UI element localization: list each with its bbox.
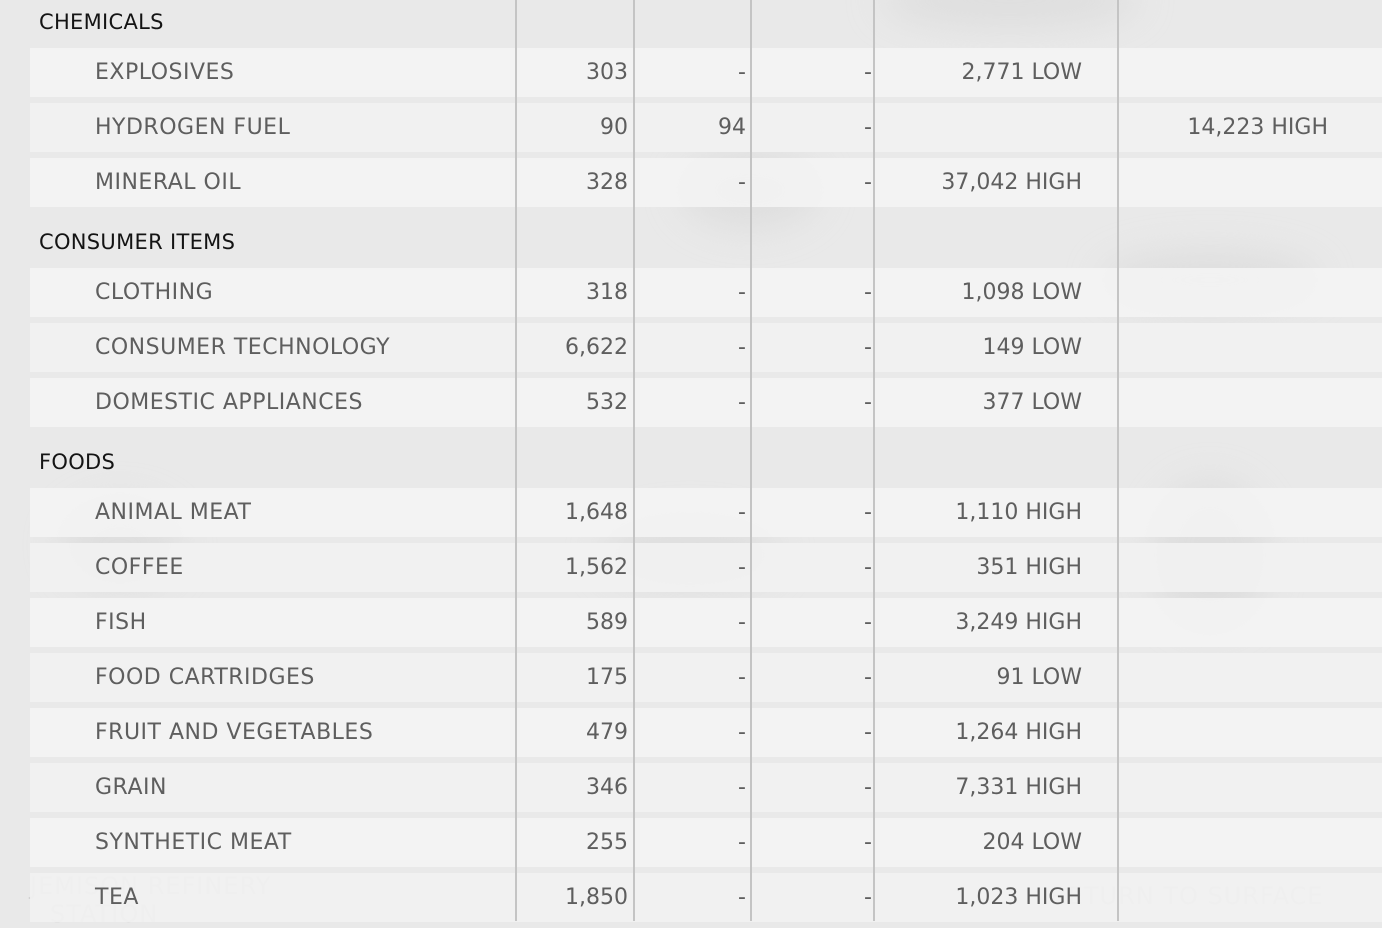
column-divider xyxy=(873,0,875,921)
sell-price: 255 xyxy=(586,830,628,855)
commodity-name: FOOD CARTRIDGES xyxy=(95,665,315,690)
commodity-row[interactable]: MINERAL OIL 328 - - 37,042 HIGH xyxy=(30,158,1382,207)
demand-value: 1,098 LOW xyxy=(961,280,1082,305)
sell-price: 532 xyxy=(586,390,628,415)
demand-value: 377 LOW xyxy=(982,390,1082,415)
sell-price: 328 xyxy=(586,170,628,195)
commodity-name: TEA xyxy=(95,885,139,910)
sell-price: 589 xyxy=(586,610,628,635)
commodity-row[interactable]: HYDROGEN FUEL 90 94 - 14,223 HIGH xyxy=(30,103,1382,152)
buy-price: 94 xyxy=(718,115,746,140)
commodity-row[interactable]: DOMESTIC APPLIANCES 532 - - 377 LOW xyxy=(30,378,1382,427)
column-divider xyxy=(750,0,752,921)
cargo-count: - xyxy=(864,830,872,855)
category-header: FOODS xyxy=(39,450,116,474)
commodity-row[interactable]: CLOTHING 318 - - 1,098 LOW xyxy=(30,268,1382,317)
demand-value: 1,110 HIGH xyxy=(955,500,1082,525)
commodity-name: FISH xyxy=(95,610,147,635)
commodity-name: COFFEE xyxy=(95,555,184,580)
buy-price: - xyxy=(738,665,746,690)
buy-price: - xyxy=(738,775,746,800)
buy-price: - xyxy=(738,555,746,580)
commodity-row[interactable]: ANIMAL MEAT 1,648 - - 1,110 HIGH xyxy=(30,488,1382,537)
commodity-name: ANIMAL MEAT xyxy=(95,500,252,525)
buy-price: - xyxy=(738,830,746,855)
demand-value: 204 LOW xyxy=(982,830,1082,855)
commodity-name: SYNTHETIC MEAT xyxy=(95,830,292,855)
demand-value: 3,249 HIGH xyxy=(955,610,1082,635)
commodity-row[interactable]: SYNTHETIC MEAT 255 - - 204 LOW xyxy=(30,818,1382,867)
buy-price: - xyxy=(738,60,746,85)
sell-price: 1,648 xyxy=(565,500,628,525)
buy-price: - xyxy=(738,720,746,745)
commodity-row[interactable]: FOOD CARTRIDGES 175 - - 91 LOW xyxy=(30,653,1382,702)
sell-price: 175 xyxy=(586,665,628,690)
sell-price: 1,562 xyxy=(565,555,628,580)
cargo-count: - xyxy=(864,60,872,85)
commodity-row[interactable]: COFFEE 1,562 - - 351 HIGH xyxy=(30,543,1382,592)
supply-value: 14,223 HIGH xyxy=(1187,115,1328,140)
sell-price: 346 xyxy=(586,775,628,800)
sell-price: 6,622 xyxy=(565,335,628,360)
commodity-row[interactable]: FISH 589 - - 3,249 HIGH xyxy=(30,598,1382,647)
commodity-name: EXPLOSIVES xyxy=(95,60,235,85)
demand-value: 149 LOW xyxy=(982,335,1082,360)
commodity-row[interactable]: TEA 1,850 - - 1,023 HIGH xyxy=(30,873,1382,922)
commodity-row[interactable]: EXPLOSIVES 303 - - 2,771 LOW xyxy=(30,48,1382,97)
category-header: CHEMICALS xyxy=(39,10,164,34)
commodity-row[interactable]: GRAIN 346 - - 7,331 HIGH xyxy=(30,763,1382,812)
sell-price: 318 xyxy=(586,280,628,305)
demand-value: 1,264 HIGH xyxy=(955,720,1082,745)
commodity-name: GRAIN xyxy=(95,775,167,800)
commodity-name: HYDROGEN FUEL xyxy=(95,115,291,140)
cargo-count: - xyxy=(864,610,872,635)
cargo-count: - xyxy=(864,775,872,800)
cargo-count: - xyxy=(864,115,872,140)
cargo-count: - xyxy=(864,720,872,745)
demand-value: 7,331 HIGH xyxy=(955,775,1082,800)
cargo-count: - xyxy=(864,665,872,690)
commodity-row[interactable]: CONSUMER TECHNOLOGY 6,622 - - 149 LOW xyxy=(30,323,1382,372)
cargo-count: - xyxy=(864,390,872,415)
category-header: CONSUMER ITEMS xyxy=(39,230,236,254)
buy-price: - xyxy=(738,390,746,415)
cargo-count: - xyxy=(864,280,872,305)
cargo-count: - xyxy=(864,335,872,360)
cargo-count: - xyxy=(864,555,872,580)
buy-price: - xyxy=(738,500,746,525)
demand-value: 37,042 HIGH xyxy=(941,170,1082,195)
column-divider xyxy=(1117,0,1119,921)
commodity-name: DOMESTIC APPLIANCES xyxy=(95,390,363,415)
demand-value: 351 HIGH xyxy=(976,555,1082,580)
buy-price: - xyxy=(738,335,746,360)
sell-price: 1,850 xyxy=(565,885,628,910)
commodity-name: MINERAL OIL xyxy=(95,170,242,195)
sell-price: 303 xyxy=(586,60,628,85)
demand-value: 2,771 LOW xyxy=(961,60,1082,85)
demand-value: 1,023 HIGH xyxy=(955,885,1082,910)
commodity-name: CLOTHING xyxy=(95,280,214,305)
cargo-count: - xyxy=(864,170,872,195)
sell-price: 90 xyxy=(600,115,628,140)
buy-price: - xyxy=(738,280,746,305)
column-divider xyxy=(633,0,635,921)
commodity-name: CONSUMER TECHNOLOGY xyxy=(95,335,391,360)
buy-price: - xyxy=(738,885,746,910)
buy-price: - xyxy=(738,170,746,195)
sell-price: 479 xyxy=(586,720,628,745)
commodity-name: FRUIT AND VEGETABLES xyxy=(95,720,374,745)
commodity-row[interactable]: FRUIT AND VEGETABLES 479 - - 1,264 HIGH xyxy=(30,708,1382,757)
demand-value: 91 LOW xyxy=(996,665,1082,690)
buy-price: - xyxy=(738,610,746,635)
background-glow xyxy=(880,0,1140,30)
cargo-count: - xyxy=(864,500,872,525)
cargo-count: - xyxy=(864,885,872,910)
column-divider xyxy=(515,0,517,921)
